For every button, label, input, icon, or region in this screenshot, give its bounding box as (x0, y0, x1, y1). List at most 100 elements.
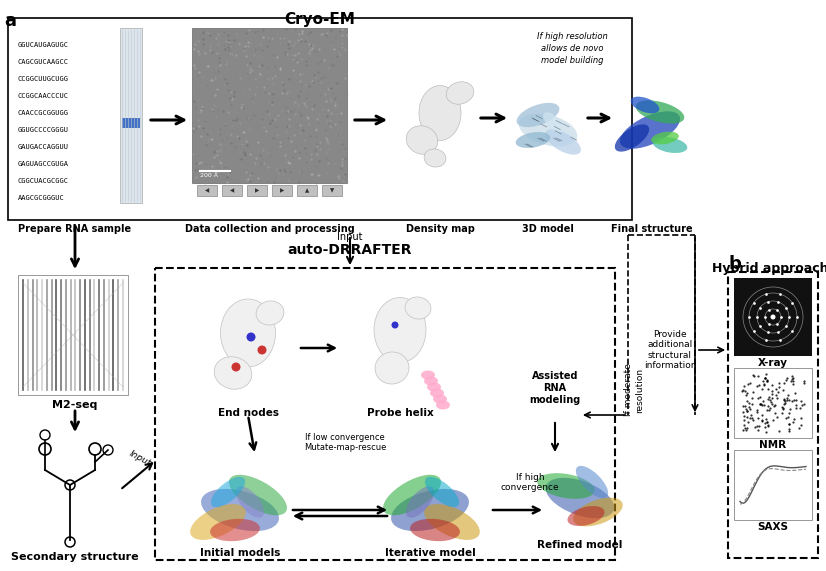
Bar (322, 185, 342, 196)
Text: ◀: ◀ (230, 188, 234, 193)
Ellipse shape (405, 297, 431, 319)
Bar (728, 272, 818, 558)
Text: Assisted
RNA
modeling: Assisted RNA modeling (529, 371, 581, 405)
Circle shape (771, 315, 776, 320)
Text: CCGGCAACCCUC: CCGGCAACCCUC (18, 93, 69, 99)
Ellipse shape (375, 352, 409, 384)
Text: 200 Å: 200 Å (200, 173, 218, 178)
Ellipse shape (425, 477, 459, 507)
Bar (734, 450, 812, 520)
Ellipse shape (391, 489, 469, 531)
Bar (734, 278, 812, 356)
Text: Hybrid approaches: Hybrid approaches (712, 262, 826, 275)
Ellipse shape (406, 126, 438, 154)
Text: a: a (4, 12, 16, 30)
Bar (734, 368, 812, 438)
Ellipse shape (229, 475, 287, 515)
Circle shape (246, 332, 255, 341)
Text: Probe helix: Probe helix (367, 408, 434, 418)
Ellipse shape (653, 137, 687, 153)
Bar (222, 185, 242, 196)
Text: Refined model: Refined model (537, 540, 623, 550)
Text: Input: Input (337, 232, 363, 242)
Bar (192, 28, 347, 183)
Ellipse shape (410, 519, 460, 541)
Ellipse shape (544, 112, 563, 132)
Ellipse shape (576, 466, 608, 498)
Text: Iterative model: Iterative model (385, 548, 476, 558)
Text: ▼: ▼ (330, 188, 335, 193)
Bar (18, 275, 128, 395)
Text: GAUGACCAGGUU: GAUGACCAGGUU (18, 144, 69, 150)
Text: Data collection and processing: Data collection and processing (185, 224, 355, 234)
Ellipse shape (190, 504, 246, 540)
Bar (120, 28, 142, 203)
Ellipse shape (573, 498, 623, 526)
Text: Final structure: Final structure (611, 224, 693, 234)
Ellipse shape (519, 114, 577, 146)
Text: AAGCGCGGGUC: AAGCGCGGGUC (18, 195, 64, 201)
Bar (247, 185, 267, 196)
Ellipse shape (421, 371, 435, 380)
Text: CAACCGCGGUGG: CAACCGCGGUGG (18, 110, 69, 116)
Ellipse shape (615, 124, 649, 152)
Ellipse shape (515, 132, 550, 148)
Ellipse shape (210, 519, 260, 541)
Text: CGGCUACGCGGC: CGGCUACGCGGC (18, 178, 69, 184)
Ellipse shape (406, 486, 434, 518)
Ellipse shape (425, 504, 480, 540)
Bar (122, 118, 140, 128)
Circle shape (258, 345, 267, 355)
Text: Prepare RNA sample: Prepare RNA sample (18, 224, 131, 234)
Circle shape (40, 430, 50, 440)
Text: Density map: Density map (406, 224, 474, 234)
Circle shape (65, 480, 75, 490)
Text: Cryo-EM: Cryo-EM (285, 12, 355, 27)
Text: CAGCGUCAAGCC: CAGCGUCAAGCC (18, 59, 69, 65)
Text: GGUGCCCCGGGU: GGUGCCCCGGGU (18, 127, 69, 133)
Text: If low convergence
Mutate-map-rescue: If low convergence Mutate-map-rescue (304, 433, 387, 452)
Ellipse shape (424, 376, 438, 385)
Text: ▶: ▶ (280, 188, 284, 193)
Ellipse shape (636, 100, 684, 124)
Text: Input: Input (128, 449, 153, 468)
Ellipse shape (436, 400, 450, 409)
Circle shape (231, 363, 240, 372)
Text: Provide
additional
structural
information: Provide additional structural informatio… (643, 330, 696, 370)
Text: ▲: ▲ (305, 188, 309, 193)
Bar (297, 185, 317, 196)
Text: If high
convergence: If high convergence (501, 473, 559, 492)
Ellipse shape (620, 111, 680, 148)
Ellipse shape (201, 489, 279, 531)
Ellipse shape (256, 301, 284, 325)
Bar (197, 185, 217, 196)
Circle shape (103, 445, 113, 455)
Ellipse shape (546, 478, 615, 518)
Text: NMR: NMR (759, 440, 786, 450)
Circle shape (392, 321, 398, 328)
Ellipse shape (374, 297, 426, 363)
Ellipse shape (433, 395, 447, 404)
Text: GAGUAGCCGUGA: GAGUAGCCGUGA (18, 161, 69, 167)
Ellipse shape (631, 96, 659, 113)
Bar (272, 185, 292, 196)
Text: ▶: ▶ (255, 188, 259, 193)
Text: CCGGCUUGCUGG: CCGGCUUGCUGG (18, 76, 69, 82)
Ellipse shape (651, 131, 679, 144)
Ellipse shape (567, 506, 605, 526)
Text: GGUCAUGAGUGC: GGUCAUGAGUGC (18, 42, 69, 48)
Text: 3D model: 3D model (522, 224, 574, 234)
Text: Initial models: Initial models (200, 548, 280, 558)
Ellipse shape (424, 149, 446, 167)
Ellipse shape (214, 357, 252, 389)
Ellipse shape (545, 129, 581, 155)
Ellipse shape (538, 473, 595, 499)
Text: ◀: ◀ (205, 188, 209, 193)
Ellipse shape (419, 86, 461, 140)
Text: auto-DRRAFTER: auto-DRRAFTER (287, 243, 412, 257)
Text: If moderate
resolution: If moderate resolution (624, 364, 643, 416)
Text: End nodes: End nodes (217, 408, 278, 418)
Bar (155, 268, 615, 560)
Ellipse shape (221, 299, 276, 367)
Text: b: b (728, 255, 741, 273)
